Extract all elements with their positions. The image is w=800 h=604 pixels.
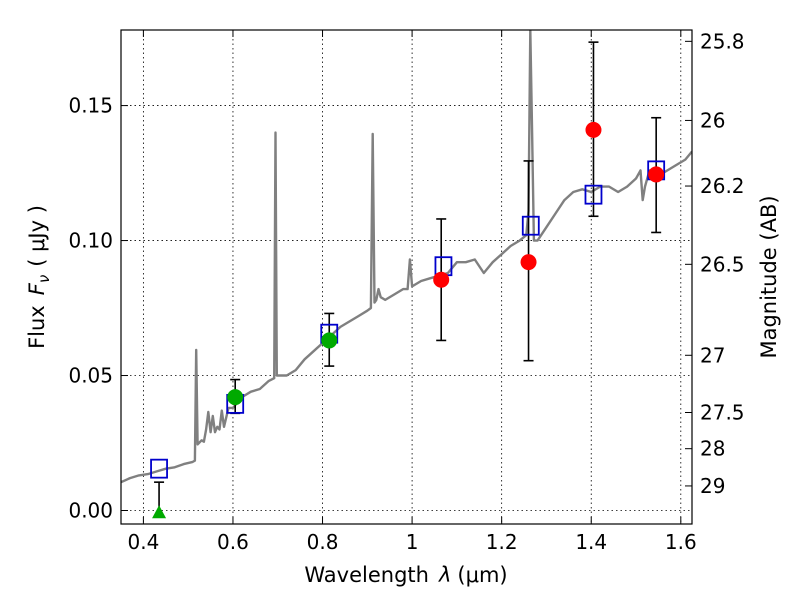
x-tick-label: 0.6: [217, 530, 249, 554]
x-axis-label-prefix: Wavelength: [304, 563, 429, 587]
series-layer: [121, 30, 692, 484]
x-tick-label: 0.8: [307, 530, 339, 554]
green-detection-point: [321, 332, 338, 349]
y-axis-label-prefix: Flux: [25, 305, 49, 349]
plot-background: [121, 30, 692, 524]
model-spectrum-line: [121, 30, 692, 484]
x-tick-label: 1.4: [575, 530, 607, 554]
y-axis-label-subscript: ν: [35, 275, 53, 283]
x-axis-label-symbol: λ: [438, 563, 451, 587]
green-detection-point: [227, 389, 244, 406]
plot-frame: [120, 29, 693, 525]
x-tick-label: 1.2: [486, 530, 518, 554]
x-axis-label-unit: (μm): [457, 563, 507, 587]
axis-ticks: 0.4 0.6 0.8 1 1.2 1.4 1.6 0.00 0.05 0.10 0.15 25.8 2…: [68, 29, 744, 554]
y-tick-label: 0.05: [68, 364, 113, 388]
y2-tick-label: 29: [700, 474, 725, 498]
model-photometry-square: [584, 184, 603, 205]
model-photometry-square: [521, 215, 540, 236]
red-detection-point: [520, 254, 537, 271]
model-photometry-square: [150, 458, 168, 479]
x-tick-label: 1.6: [665, 530, 697, 554]
red-detection-point: [585, 121, 602, 138]
y2-tick-label: 28: [700, 437, 725, 461]
x-tick-label: 1: [406, 530, 419, 554]
x-tick-label: 0.4: [127, 530, 159, 554]
y2-tick-label: 26.5: [700, 252, 745, 276]
y2-tick-label: 27: [700, 343, 725, 367]
red-detection-point: [433, 271, 450, 288]
upper-limit-triangle: [152, 505, 167, 519]
y-tick-label: 0.15: [68, 94, 113, 118]
y2-tick-label: 27.5: [700, 401, 745, 425]
y-axis-label-symbol: F: [25, 282, 49, 295]
red-detection-point: [648, 166, 665, 183]
y-tick-label: 0.10: [68, 229, 113, 253]
y2-tick-label: 26.2: [700, 174, 745, 198]
y-tick-label: 0.00: [68, 499, 113, 523]
y2-tick-label: 26: [700, 108, 725, 132]
grid-lines: [121, 30, 692, 524]
y2-axis-label: Magnitude (AB): [757, 195, 781, 358]
points-layer: [150, 41, 666, 519]
y2-tick-label: 25.8: [700, 29, 745, 53]
x-axis-label: Wavelength λ (μm): [304, 563, 507, 587]
y-axis-label: Flux Fν ( μJy ): [25, 205, 53, 349]
y-axis-label-unit: ( μJy ): [25, 205, 49, 267]
